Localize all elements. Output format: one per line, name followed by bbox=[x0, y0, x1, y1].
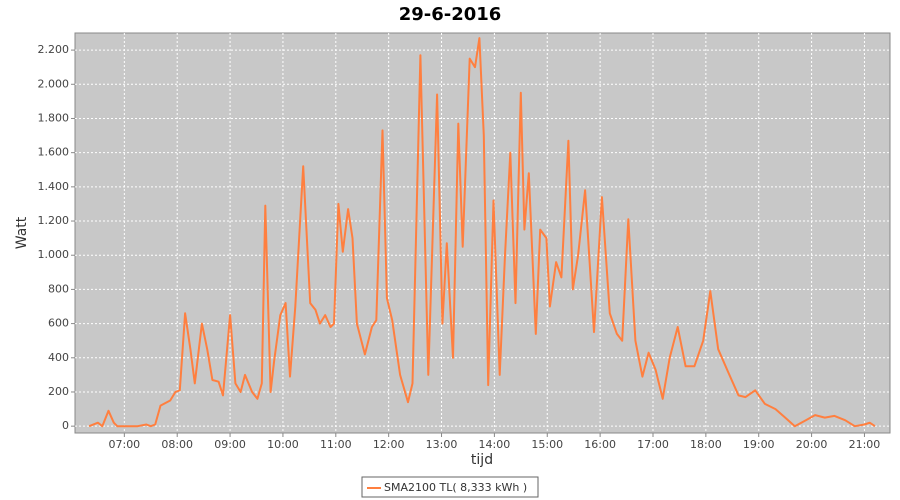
x-tick-label: 18:00 bbox=[690, 438, 722, 451]
x-tick-label: 17:00 bbox=[637, 438, 669, 451]
y-tick-label: 800 bbox=[48, 282, 69, 295]
x-tick-label: 13:00 bbox=[426, 438, 458, 451]
y-tick-label: 400 bbox=[48, 351, 69, 364]
y-tick-label: 200 bbox=[48, 385, 69, 398]
y-tick-label: 1.400 bbox=[38, 180, 70, 193]
y-tick-label: 1.200 bbox=[38, 214, 70, 227]
x-tick-label: 16:00 bbox=[584, 438, 616, 451]
y-tick-label: 2.000 bbox=[38, 77, 70, 90]
x-tick-label: 14:00 bbox=[479, 438, 511, 451]
y-tick-label: 0 bbox=[62, 419, 69, 432]
x-tick-label: 19:00 bbox=[743, 438, 775, 451]
series-line bbox=[88, 37, 876, 428]
x-tick-label: 20:00 bbox=[796, 438, 828, 451]
x-tick-label: 15:00 bbox=[531, 438, 563, 451]
y-axis-label: Watt bbox=[14, 216, 30, 249]
y-tick-label: 1.800 bbox=[38, 111, 70, 124]
x-tick-label: 08:00 bbox=[161, 438, 193, 451]
y-tick-label: 1.600 bbox=[38, 146, 70, 159]
x-tick-label: 10:00 bbox=[267, 438, 299, 451]
x-tick-label: 11:00 bbox=[320, 438, 352, 451]
y-tick-label: 1.000 bbox=[38, 248, 70, 261]
chart-title: 29-6-2016 bbox=[399, 4, 502, 25]
x-axis-label: tijd bbox=[471, 452, 493, 468]
x-tick-label: 12:00 bbox=[373, 438, 405, 451]
x-tick-label: 07:00 bbox=[108, 438, 140, 451]
legend bbox=[361, 476, 539, 498]
x-tick-label: 09:00 bbox=[214, 438, 246, 451]
legend-label: SMA2100 TL( 8,333 kWh ) bbox=[384, 481, 527, 494]
x-tick-label: 21:00 bbox=[849, 438, 881, 451]
y-tick-label: 600 bbox=[48, 317, 69, 330]
y-tick-label: 2.200 bbox=[38, 43, 70, 56]
